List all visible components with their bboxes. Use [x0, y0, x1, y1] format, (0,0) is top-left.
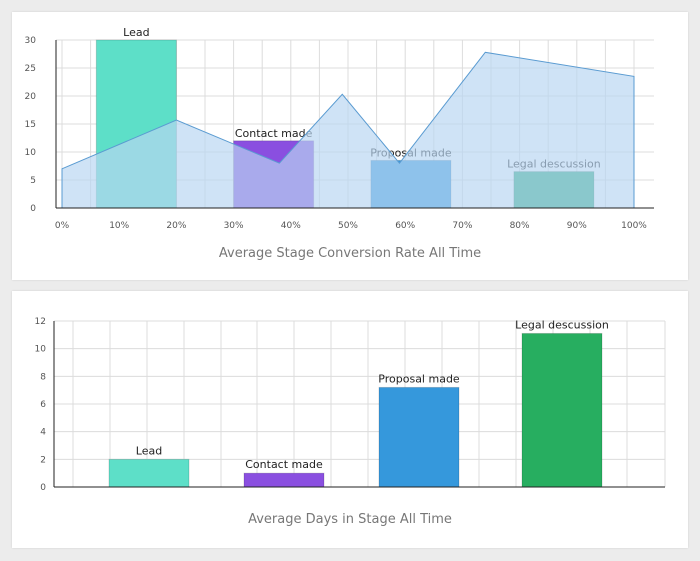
bar-label: Lead: [123, 26, 149, 39]
y-tick-label: 5: [30, 176, 36, 186]
y-tick-label: 0: [40, 483, 46, 493]
y-tick-label: 10: [35, 345, 47, 355]
conversion-rate-card: 0 5 10 15 20 25 30 0% 10% 20% 30% 40% 50% 60% 70% 80% 90…: [12, 12, 688, 280]
conversion-rate-title: Average Stage Conversion Rate All Time: [218, 246, 482, 261]
y-tick-label: 12: [35, 317, 46, 327]
x-tick-label: 70%: [452, 221, 472, 231]
y-tick-label: 25: [25, 64, 36, 74]
y-tick-label: 2: [40, 455, 46, 465]
bar-label: Proposal made: [378, 372, 460, 385]
x-tick-label: 40%: [281, 221, 301, 231]
bar-label: Legal descussion: [515, 318, 609, 331]
y-tick-label: 4: [40, 428, 46, 438]
x-tick-label: 0%: [55, 221, 70, 231]
bar-2: [378, 386, 460, 488]
x-tick-label: 80%: [510, 221, 530, 231]
y-tick-label: 0: [30, 204, 36, 214]
y-tick-label: 20: [25, 92, 37, 102]
x-tick-label: 100%: [621, 221, 647, 231]
y-tick-label: 10: [25, 148, 37, 158]
y-tick-label: 15: [25, 120, 36, 130]
bar-3: [521, 332, 603, 488]
y-tick-label: 30: [25, 36, 37, 46]
x-tick-label: 30%: [224, 221, 244, 231]
bar-label: Contact made: [245, 458, 323, 471]
days-in-stage-title: Average Days in Stage All Time: [248, 512, 452, 527]
x-tick-label: 20%: [166, 221, 186, 231]
bar-label: Contact made: [235, 127, 313, 140]
x-tick-label: 60%: [395, 221, 415, 231]
days-in-stage-card: 0 2 4 6 8 10 12 Lead Contact made Proposal made Le…: [12, 291, 688, 548]
conversion-rate-chart: 0 5 10 15 20 25 30 0% 10% 20% 30% 40% 50% 60% 70% 80% 90…: [25, 26, 654, 231]
bar-1: [243, 472, 325, 488]
bar-0: [108, 458, 190, 488]
bar-label: Lead: [136, 444, 162, 457]
y-tick-label: 6: [40, 400, 46, 410]
y-tick-label: 8: [40, 372, 46, 382]
x-tick-label: 10%: [109, 221, 129, 231]
x-tick-label: 50%: [338, 221, 358, 231]
days-in-stage-chart: 0 2 4 6 8 10 12 Lead Contact made Proposal made Le…: [35, 317, 666, 493]
x-tick-label: 90%: [567, 221, 587, 231]
